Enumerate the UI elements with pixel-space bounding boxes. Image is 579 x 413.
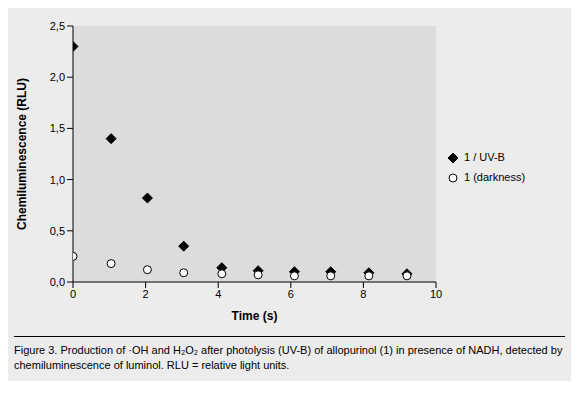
svg-text:6: 6: [288, 288, 294, 300]
svg-text:2,0: 2,0: [50, 71, 65, 83]
html-text:Figure 3. Production of ·OH an: Figure 3. Production of ·OH and H₂O₂ aft…: [14, 344, 563, 371]
svg-text:1,0: 1,0: [50, 174, 65, 186]
svg-text:1,5: 1,5: [50, 122, 65, 134]
svg-text:Chemiluminescence (RLU): Chemiluminescence (RLU): [15, 78, 29, 230]
svg-text:2: 2: [143, 288, 149, 300]
svg-text:4: 4: [215, 288, 221, 300]
svg-text:0: 0: [70, 288, 76, 300]
svg-text:Time (s): Time (s): [232, 309, 278, 323]
svg-text:8: 8: [360, 288, 366, 300]
html-text:1 (darkness): 1 (darkness): [464, 171, 526, 183]
svg-text:0,5: 0,5: [50, 225, 65, 237]
svg-text:2,5: 2,5: [50, 20, 65, 32]
svg-text:10: 10: [430, 288, 442, 300]
html-text:1 / UV-B: 1 / UV-B: [464, 150, 505, 163]
svg-text:0,0: 0,0: [50, 276, 65, 288]
